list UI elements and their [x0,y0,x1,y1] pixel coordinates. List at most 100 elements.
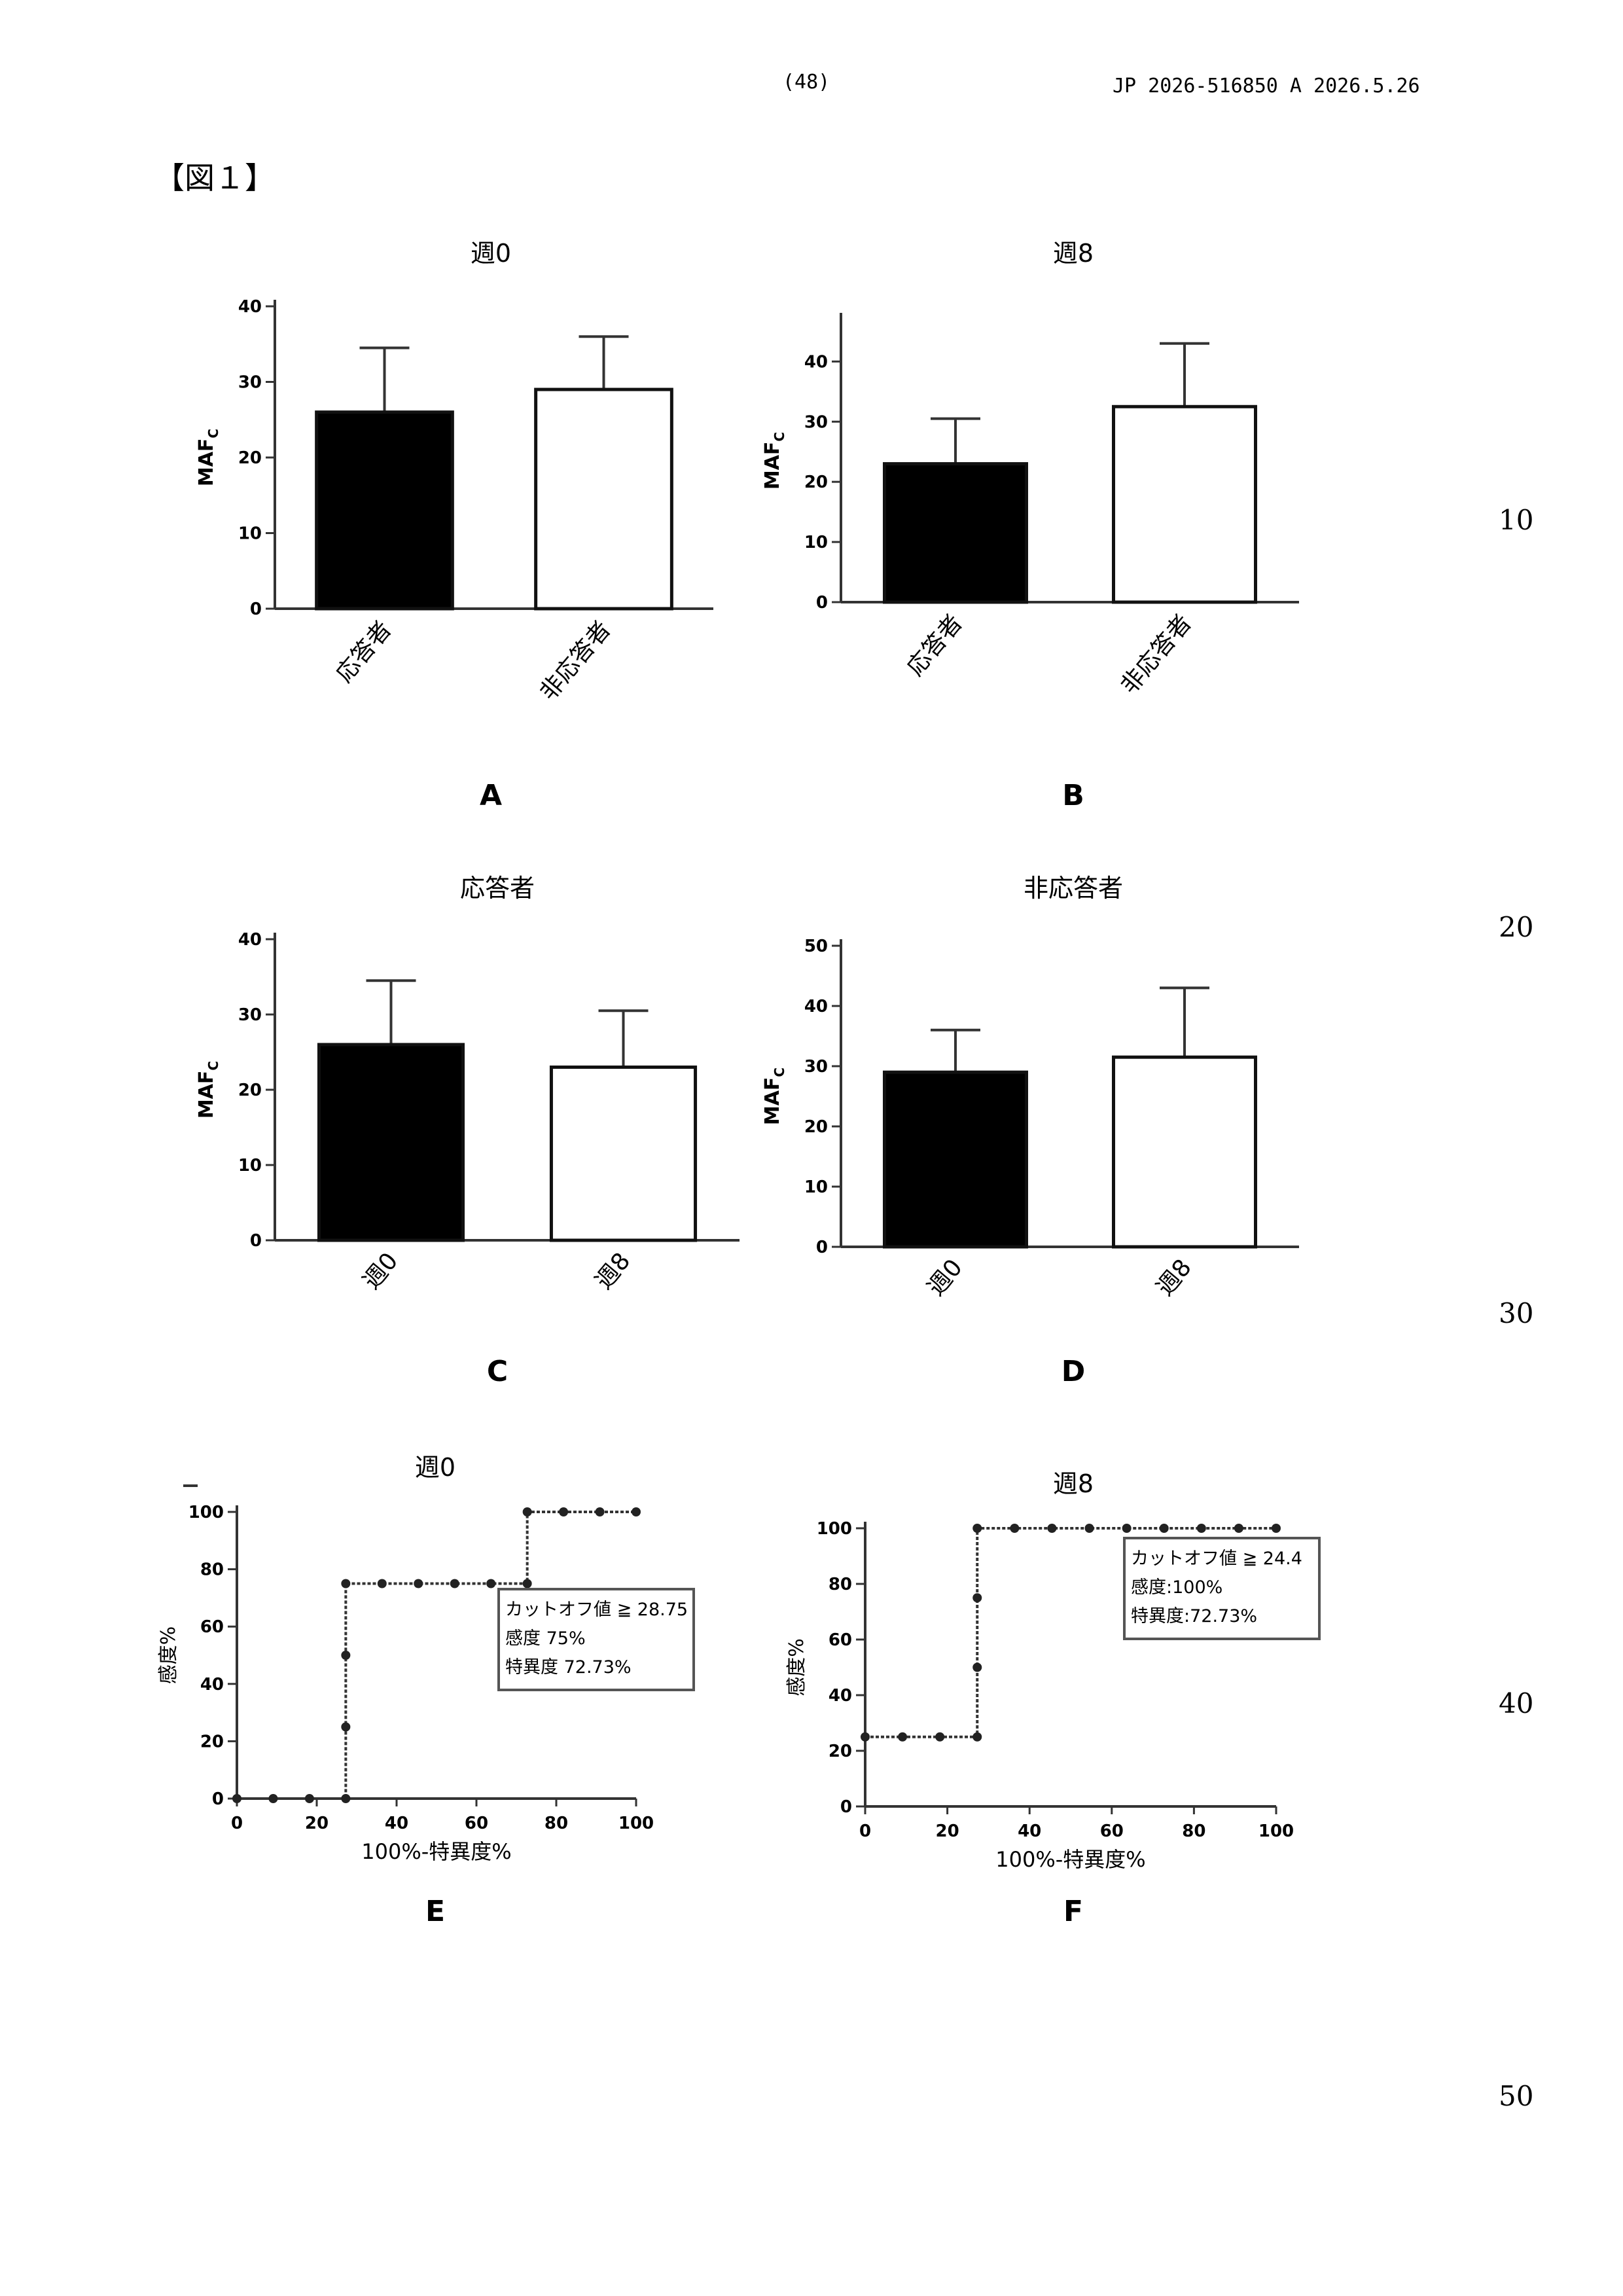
data-point [632,1507,641,1516]
y-tick-label: 40 [804,997,828,1016]
data-point [972,1663,982,1672]
y-tick-label: 20 [804,473,828,492]
x-axis-label: 100%-特異度% [995,1847,1145,1872]
x-tick-label: 0 [859,1821,871,1841]
data-point [898,1732,907,1742]
x-tick-label: 60 [1100,1821,1124,1841]
annotation-text: 特異度:72.73% [1131,1606,1257,1626]
data-point [523,1507,532,1516]
y-tick-label: 30 [804,412,828,432]
x-tick-label: 60 [465,1814,488,1833]
y-tick-label: 0 [816,593,828,613]
data-point [341,1723,350,1732]
chart-title: 週0 [415,1453,455,1482]
x-tick-label: 80 [544,1814,568,1833]
data-point [341,1579,350,1588]
y-tick-label: 10 [804,533,828,552]
data-point [341,1794,350,1803]
y-axis-label: MAFC [761,432,787,490]
x-tick-label: 週0 [358,1247,403,1294]
x-tick-label: 80 [1182,1821,1205,1841]
y-tick-label: 30 [804,1057,828,1077]
y-tick-label: 20 [238,448,262,468]
y-tick-label: 40 [238,930,262,950]
x-tick-label: 応答者 [902,609,968,681]
data-point [268,1794,277,1803]
x-tick-label: 週0 [923,1254,968,1300]
y-tick-label: 60 [829,1630,852,1650]
panel-letter: F [1063,1895,1083,1928]
y-tick-label: 40 [238,297,262,317]
chart-panel-a: 週0A010203040MAFC応答者非応答者 [195,239,713,812]
y-tick-label: 30 [238,373,262,393]
x-axis-label: 100%-特異度% [361,1839,511,1864]
panel-letter: A [480,779,502,812]
x-tick-label: 20 [305,1814,329,1833]
bar [1114,1057,1256,1247]
y-tick-label: 0 [816,1238,828,1257]
x-tick-label: 100 [1258,1821,1294,1841]
data-point [414,1579,423,1588]
chart-title: 週0 [471,239,511,268]
data-point [972,1732,982,1742]
data-point [596,1507,605,1516]
annotation-text: 感度:100% [1131,1577,1222,1598]
panel-letter: C [487,1355,508,1388]
bar [885,1072,1027,1247]
y-tick-label: 30 [238,1005,262,1025]
y-tick-label: 80 [829,1575,852,1594]
y-tick-label: 20 [200,1732,224,1751]
x-tick-label: 週8 [590,1247,635,1294]
data-point [1272,1524,1281,1533]
data-point [450,1579,459,1588]
y-axis-label: MAFC [195,1061,221,1119]
data-point [232,1794,241,1803]
bar [319,1045,463,1240]
data-point [861,1732,870,1742]
x-tick-label: 0 [231,1814,243,1833]
y-tick-label: 100 [188,1503,224,1522]
y-tick-label: 80 [200,1560,224,1580]
chart-title: 週8 [1053,239,1094,268]
y-axis-label: MAFC [195,429,221,486]
y-tick-label: 60 [200,1617,224,1637]
data-point [305,1794,314,1803]
bar [551,1067,695,1241]
x-tick-label: 非応答者 [1116,609,1197,699]
y-tick-label: 0 [250,600,262,619]
bar [1114,406,1256,602]
annotation-text: 感度 75% [505,1628,586,1649]
bar [885,464,1027,602]
x-tick-label: 40 [1018,1821,1041,1841]
panel-letter: B [1062,779,1084,812]
y-tick-label: 20 [238,1081,262,1100]
bar [317,412,453,609]
data-point [486,1579,495,1588]
x-tick-label: 応答者 [331,616,397,687]
chart-panel-f: 週8F020406080100感度%020406080100100%-特異度%カ… [785,1469,1319,1928]
y-tick-label: 40 [829,1686,852,1706]
bar [536,389,672,609]
data-point [1197,1524,1206,1533]
x-tick-label: 40 [385,1814,408,1833]
data-point [972,1524,982,1533]
panel-letter: E [425,1895,445,1928]
data-point [341,1651,350,1660]
data-point [378,1579,387,1588]
data-point [972,1593,982,1602]
data-point [559,1507,568,1516]
y-tick-label: 50 [804,937,828,956]
x-tick-label: 週8 [1152,1254,1197,1300]
y-tick-label: 40 [200,1675,224,1695]
y-tick-label: 20 [829,1742,852,1761]
y-axis-label: 感度% [785,1638,808,1696]
chart-title: 週8 [1053,1469,1094,1498]
y-axis-label: MAFC [761,1067,787,1125]
y-axis-label: 感度% [157,1626,180,1685]
y-tick-label: 0 [840,1797,852,1817]
chart-panel-c: 応答者C010203040MAFC週0週8 [195,874,740,1388]
data-point [1085,1524,1094,1533]
annotation-text: カットオフ値 ≧ 28.75 [505,1600,688,1620]
x-tick-label: 非応答者 [535,616,616,706]
